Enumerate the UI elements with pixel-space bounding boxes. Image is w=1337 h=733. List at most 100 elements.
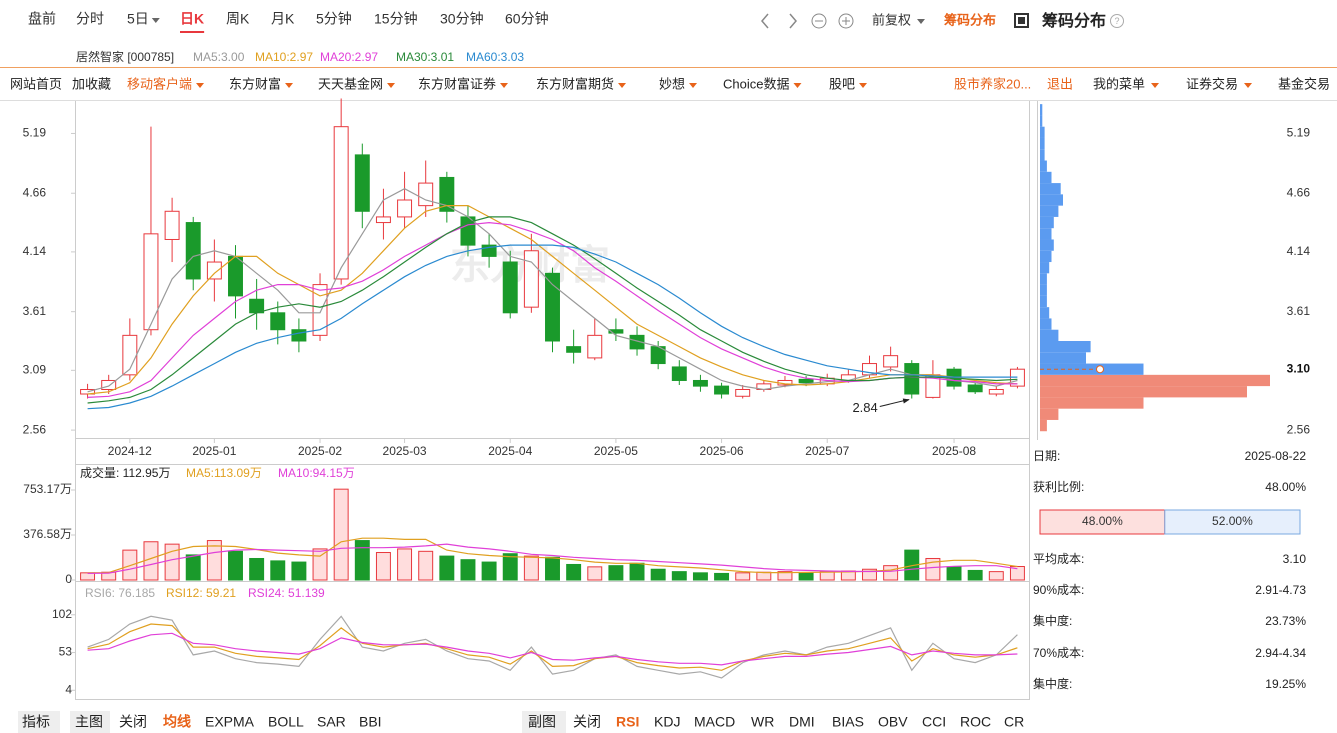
nav-link[interactable]: 东方财富证券 bbox=[418, 76, 496, 91]
tab[interactable]: 分时 bbox=[76, 11, 104, 27]
indicator-tab[interactable]: 副图 bbox=[528, 714, 556, 730]
volume-bar bbox=[883, 565, 899, 581]
prev-arrow[interactable] bbox=[761, 13, 769, 29]
tab[interactable]: 5分钟 bbox=[316, 11, 352, 27]
candle-body bbox=[587, 334, 603, 359]
checkbox-fill bbox=[1018, 17, 1025, 24]
nav-link[interactable]: 基金交易 bbox=[1278, 76, 1330, 91]
candle-body bbox=[80, 388, 96, 395]
help-icon[interactable] bbox=[1110, 14, 1124, 28]
y-tick-label: 3.61 bbox=[23, 304, 47, 318]
chip-toggle[interactable]: 筹码分布 bbox=[944, 12, 996, 27]
volume-bar bbox=[418, 550, 434, 581]
nav-link[interactable]: 退出 bbox=[1047, 76, 1073, 91]
chip-y-tick-label: 4.66 bbox=[1287, 185, 1311, 199]
zoom-in[interactable] bbox=[838, 13, 854, 29]
chip-y-tick-label: 5.19 bbox=[1287, 126, 1311, 140]
info-value: 2.91-4.73 bbox=[1255, 583, 1306, 597]
adjust-select[interactable]: 前复权 bbox=[872, 12, 911, 27]
nav-link[interactable]: 东方财富 bbox=[229, 76, 281, 91]
ma-line bbox=[87, 216, 1018, 404]
zoom-out[interactable] bbox=[811, 13, 827, 29]
nav-link[interactable]: 我的菜单 bbox=[1093, 76, 1145, 91]
indicator-tab[interactable]: 均线 bbox=[163, 714, 191, 730]
candle-body bbox=[714, 385, 730, 395]
volume-bar bbox=[164, 543, 180, 581]
volume-ma-legend: MA10:94.15万 bbox=[278, 466, 355, 480]
nav-link[interactable]: 移动客户端 bbox=[127, 76, 192, 91]
indicator-tab[interactable]: SAR bbox=[317, 714, 346, 730]
indicator-tab[interactable]: KDJ bbox=[654, 714, 680, 730]
indicator-tab[interactable]: CR bbox=[1004, 714, 1024, 730]
indicator-tab[interactable]: BBI bbox=[359, 714, 382, 730]
tab[interactable]: 60分钟 bbox=[505, 11, 549, 27]
tab-bg bbox=[18, 711, 60, 733]
tab[interactable]: 盘前 bbox=[28, 11, 56, 27]
volume-bar bbox=[249, 557, 265, 581]
nav-link[interactable]: 东方财富期货 bbox=[536, 76, 614, 91]
ma-legend: MA5:3.00 bbox=[193, 50, 245, 64]
nav-link[interactable]: 加收藏 bbox=[72, 76, 111, 91]
chip-bar bbox=[1040, 183, 1061, 195]
indicator-tab[interactable]: 关闭 bbox=[119, 714, 147, 730]
candle-body bbox=[291, 329, 307, 342]
next-arrow[interactable] bbox=[789, 13, 797, 29]
indicator-tab[interactable]: 关闭 bbox=[573, 714, 601, 730]
indicator-tab[interactable]: ROC bbox=[960, 714, 991, 730]
y-tick-label: 2.56 bbox=[23, 422, 47, 436]
candle-body bbox=[545, 272, 560, 342]
chip-bar bbox=[1040, 149, 1045, 161]
tab[interactable]: 周K bbox=[226, 11, 250, 27]
indicator-tab[interactable]: DMI bbox=[789, 714, 815, 730]
indicator-tab[interactable]: OBV bbox=[878, 714, 908, 730]
dropdown-arrow bbox=[285, 83, 294, 88]
nav-link[interactable]: 证券交易 bbox=[1186, 76, 1238, 91]
indicator-tab[interactable]: RSI bbox=[616, 714, 639, 730]
tab[interactable]: 5日 bbox=[127, 11, 149, 27]
current-price-dot bbox=[1096, 365, 1104, 374]
help-glyph: ? bbox=[1114, 16, 1119, 26]
indicator-tab[interactable]: WR bbox=[751, 714, 774, 730]
indicator-tab[interactable]: 指标 bbox=[22, 714, 50, 730]
y-tick-label: 102 bbox=[52, 607, 72, 621]
chip-bar bbox=[1040, 408, 1059, 420]
dropdown-arrow bbox=[1151, 83, 1160, 88]
indicator-tab[interactable]: BOLL bbox=[268, 714, 304, 730]
indicator-tab[interactable]: EXPMA bbox=[205, 714, 255, 730]
tab[interactable]: 30分钟 bbox=[440, 11, 484, 27]
nav-link[interactable]: 股吧 bbox=[829, 76, 855, 91]
profit-segment bbox=[1164, 509, 1301, 535]
nav-link[interactable]: 股市养家20... bbox=[954, 76, 1031, 91]
chip-y-tick-label: 4.14 bbox=[1287, 244, 1311, 258]
indicator-tab[interactable]: CCI bbox=[922, 714, 946, 730]
indicator-tab[interactable]: MACD bbox=[694, 714, 735, 730]
candle-body bbox=[883, 355, 899, 368]
tab[interactable]: 15分钟 bbox=[374, 11, 418, 27]
dropdown-arrow bbox=[618, 83, 627, 88]
indicator-tab[interactable]: 主图 bbox=[75, 714, 103, 730]
chip-bar bbox=[1040, 137, 1045, 150]
nav-link[interactable]: 天天基金网 bbox=[318, 76, 383, 91]
tab-bg bbox=[522, 711, 566, 733]
x-tick-label: 2025-08 bbox=[932, 444, 976, 458]
ma-legend: MA30:3.01 bbox=[396, 50, 454, 64]
nav-link[interactable]: 网站首页 bbox=[10, 76, 62, 91]
nav-link[interactable]: 妙想 bbox=[659, 76, 685, 91]
dropdown-arrow bbox=[387, 83, 396, 88]
checkbox[interactable] bbox=[1014, 13, 1029, 28]
chip-bar bbox=[1040, 262, 1050, 274]
volume-bar bbox=[143, 541, 159, 581]
nav-link[interactable]: Choice数据 bbox=[723, 76, 789, 91]
volume-bar bbox=[629, 562, 645, 581]
info-label: 获利比例: bbox=[1033, 480, 1084, 494]
candle-body bbox=[312, 284, 328, 336]
info-value: 48.00% bbox=[1265, 480, 1306, 494]
indicator-tab[interactable]: BIAS bbox=[832, 714, 864, 730]
candle-body bbox=[671, 366, 687, 381]
tab[interactable]: 日K bbox=[180, 11, 204, 27]
volume-legend: 成交量: 112.95万 bbox=[80, 465, 170, 480]
annotation-arrowhead bbox=[902, 398, 910, 404]
tab[interactable]: 月K bbox=[271, 11, 295, 27]
ma-legend: MA60:3.03 bbox=[466, 50, 524, 64]
